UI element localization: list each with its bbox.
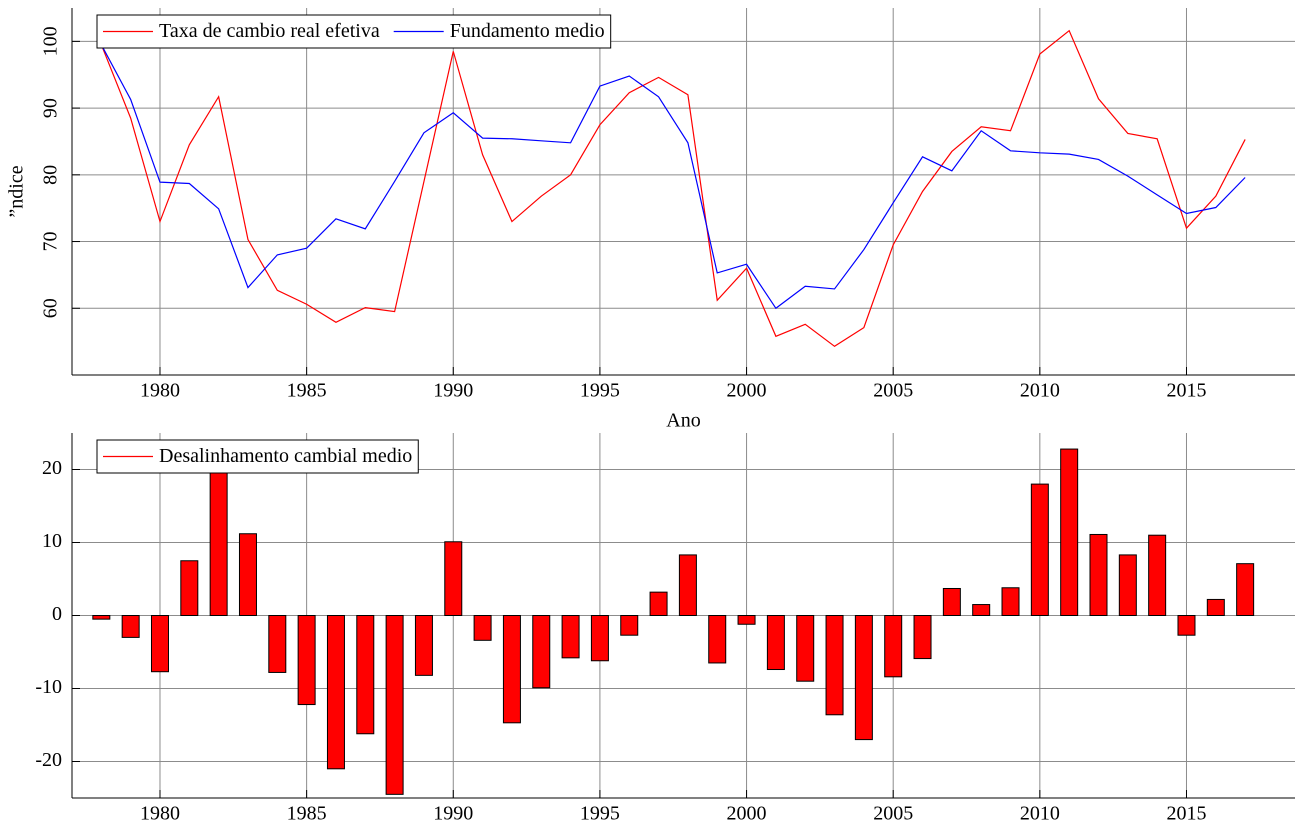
bar xyxy=(150,615,169,673)
bar xyxy=(268,615,287,673)
bar xyxy=(297,615,316,706)
bar xyxy=(1177,615,1196,636)
y-tick-label: 0 xyxy=(52,603,62,625)
bar xyxy=(737,615,756,625)
x-tick-label: 1980 xyxy=(140,803,180,825)
bar xyxy=(766,615,785,671)
line xyxy=(100,29,1246,348)
x-tick-label: 2015 xyxy=(1166,803,1206,825)
x-tick-label: 1990 xyxy=(433,803,473,825)
y-tick-label: 60 xyxy=(40,298,62,318)
x-tick-label: 1985 xyxy=(287,380,327,402)
legend-label: Fundamento medio xyxy=(450,20,605,42)
bar xyxy=(473,615,492,641)
x-tick-label: 2005 xyxy=(873,803,913,825)
bar xyxy=(1206,598,1225,617)
x-tick-label: 2010 xyxy=(1020,803,1060,825)
y-tick-label: 10 xyxy=(42,530,62,552)
bar xyxy=(180,560,199,616)
bar xyxy=(1118,554,1137,616)
bar xyxy=(884,615,903,678)
bar xyxy=(1089,533,1108,616)
bar xyxy=(1060,448,1079,616)
x-tick-label: 1980 xyxy=(140,380,180,402)
bar xyxy=(620,615,639,636)
y-axis-label: ”ndice xyxy=(6,165,28,217)
x-tick-label: 2005 xyxy=(873,380,913,402)
y-tick-label: 80 xyxy=(40,165,62,185)
y-tick-label: 70 xyxy=(40,232,62,252)
y-tick-label: 100 xyxy=(40,26,62,56)
x-tick-label: 2010 xyxy=(1020,380,1060,402)
x-tick-label: 2000 xyxy=(727,380,767,402)
legend-label: Desalinhamento cambial medio xyxy=(159,445,412,467)
bar xyxy=(942,587,961,616)
bar xyxy=(678,554,697,616)
legend-label: Taxa de cambio real efetiva xyxy=(159,20,380,42)
bar xyxy=(972,604,991,616)
x-tick-label: 2015 xyxy=(1166,380,1206,402)
x-axis-label: Ano xyxy=(666,410,700,432)
bar xyxy=(209,450,228,616)
bar xyxy=(385,615,404,795)
x-tick-label: 1995 xyxy=(580,380,620,402)
x-tick-label: 2000 xyxy=(727,803,767,825)
bar xyxy=(796,615,815,682)
bar xyxy=(532,615,551,689)
legend: Desalinhamento cambial medio xyxy=(96,439,419,474)
x-tick-label: 1995 xyxy=(580,803,620,825)
bar xyxy=(649,591,668,617)
y-tick-label: -20 xyxy=(35,749,62,771)
bar xyxy=(854,615,873,741)
bar xyxy=(326,615,345,770)
bar xyxy=(1001,587,1020,617)
x-tick-label: 1985 xyxy=(287,803,327,825)
bar xyxy=(238,533,257,616)
bar xyxy=(1148,534,1167,617)
bar xyxy=(502,615,521,724)
y-tick-label: 20 xyxy=(42,457,62,479)
bar xyxy=(92,615,111,620)
bar xyxy=(444,541,463,617)
bar xyxy=(1236,563,1255,616)
bar xyxy=(414,615,433,676)
x-tick-label: 1990 xyxy=(433,380,473,402)
bar xyxy=(913,615,932,660)
legend: Taxa de cambio real efetiva Fundamento me… xyxy=(96,14,612,49)
legend-box xyxy=(96,14,612,49)
bar xyxy=(1030,483,1049,616)
y-tick-label: 90 xyxy=(40,98,62,118)
y-tick-label: -10 xyxy=(35,676,62,698)
line xyxy=(100,44,1246,310)
bar xyxy=(561,615,580,659)
bar xyxy=(121,615,140,638)
bar xyxy=(356,615,375,735)
bar xyxy=(590,615,609,662)
bar xyxy=(708,615,727,664)
bar xyxy=(825,615,844,716)
